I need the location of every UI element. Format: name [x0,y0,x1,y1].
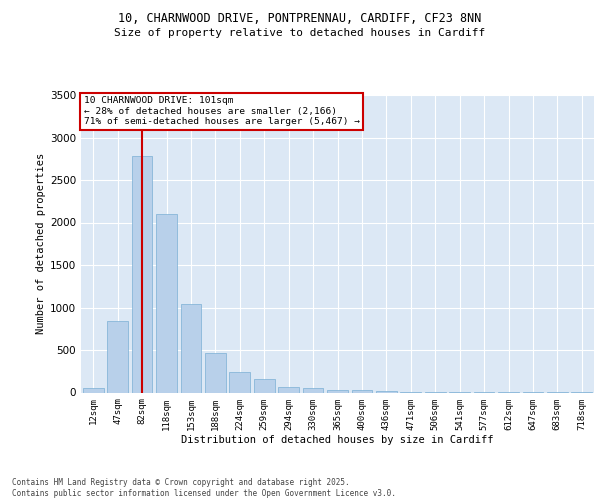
Bar [254,380,275,392]
Bar [376,391,397,392]
Text: 10, CHARNWOOD DRIVE, PONTPRENNAU, CARDIFF, CF23 8NN: 10, CHARNWOOD DRIVE, PONTPRENNAU, CARDIF… [118,12,482,26]
Bar [302,388,323,392]
Bar [131,156,152,392]
Bar [181,304,202,392]
Bar [352,390,373,392]
Bar [278,386,299,392]
Bar [83,388,104,392]
Text: Size of property relative to detached houses in Cardiff: Size of property relative to detached ho… [115,28,485,38]
Bar [156,214,177,392]
Text: Contains HM Land Registry data © Crown copyright and database right 2025.
Contai: Contains HM Land Registry data © Crown c… [12,478,396,498]
Bar [107,321,128,392]
Bar [229,372,250,392]
Y-axis label: Number of detached properties: Number of detached properties [36,153,46,334]
Text: 10 CHARNWOOD DRIVE: 101sqm
← 28% of detached houses are smaller (2,166)
71% of s: 10 CHARNWOOD DRIVE: 101sqm ← 28% of deta… [83,96,359,126]
Bar [327,390,348,392]
Bar [205,354,226,393]
X-axis label: Distribution of detached houses by size in Cardiff: Distribution of detached houses by size … [181,435,494,445]
